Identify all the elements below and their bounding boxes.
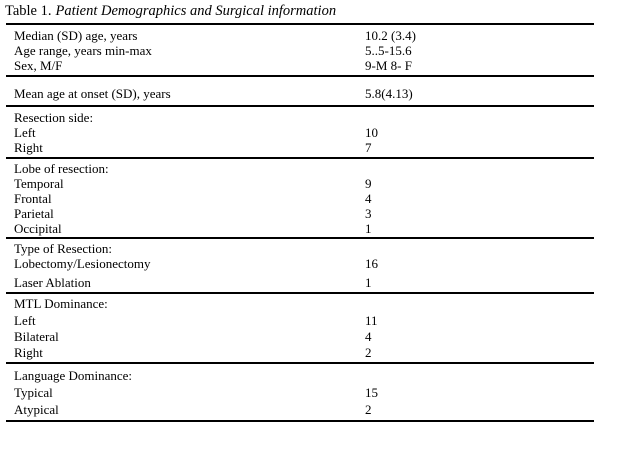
table-title-prefix: Table 1. <box>5 3 52 19</box>
table-row-resection-left: Left 10 <box>6 125 594 140</box>
page: Table 1. Patient Demographics and Surgica… <box>0 3 620 454</box>
row-value: 16 <box>365 256 378 271</box>
row-label: Atypical <box>14 402 59 417</box>
row-label: Language Dominance: <box>14 368 133 383</box>
row-value: 1 <box>365 221 372 236</box>
row-value: 7 <box>365 140 372 155</box>
row-label: Lobe of resection: <box>14 161 109 176</box>
table-row-typical: Typical 15 <box>6 384 594 401</box>
row-value: 15 <box>365 385 378 400</box>
row-label: MTL Dominance: <box>14 296 108 311</box>
row-value: 10 <box>365 125 378 140</box>
row-label: Sex, M/F <box>14 58 63 73</box>
section-mtl-dominance: MTL Dominance: Left 11 Bilateral 4 Right… <box>6 294 594 364</box>
row-label: Mean age at onset (SD), years <box>14 86 171 101</box>
table-row-type-header: Type of Resection: <box>6 241 594 256</box>
table-row-mtl-right: Right 2 <box>6 345 594 361</box>
section-age-at-onset: Mean age at onset (SD), years 5.8(4.13) <box>6 77 594 107</box>
row-label: Type of Resection: <box>14 241 113 256</box>
section-lobe-of-resection: Lobe of resection: Temporal 9 Frontal 4 … <box>6 159 594 239</box>
table-row-age-range: Age range, years min-max 5..5-15.6 <box>6 43 594 58</box>
section-language-dominance: Language Dominance: Typical 15 Atypical … <box>6 364 594 422</box>
table-title-italic: Patient Demographics and Surgical inform… <box>55 3 337 19</box>
table-row-atypical: Atypical 2 <box>6 401 594 418</box>
table-row-mean-age-onset: Mean age at onset (SD), years 5.8(4.13) <box>6 86 594 101</box>
table-row-frontal: Frontal 4 <box>6 191 594 206</box>
table-row-language-header: Language Dominance: <box>6 367 594 384</box>
demographics-table: Median (SD) age, years 10.2 (3.4) Age ra… <box>6 23 594 422</box>
table-title: Table 1. Patient Demographics and Surgica… <box>5 3 620 23</box>
table-row-median-age: Median (SD) age, years 10.2 (3.4) <box>6 28 594 43</box>
table-row-mtl-left: Left 11 <box>6 313 594 329</box>
section-resection-side: Resection side: Left 10 Right 7 <box>6 107 594 159</box>
table-row-occipital: Occipital 1 <box>6 221 594 236</box>
row-value: 9-M 8- F <box>365 58 412 73</box>
row-value: 3 <box>365 206 372 221</box>
table-row-mtl-header: MTL Dominance: <box>6 296 594 311</box>
table-row-parietal: Parietal 3 <box>6 206 594 221</box>
row-value: 5.8(4.13) <box>365 86 413 101</box>
row-value: 2 <box>365 402 372 417</box>
row-value: 11 <box>365 313 378 328</box>
row-label: Occipital <box>14 221 62 236</box>
row-label: Left <box>14 313 36 328</box>
row-label: Left <box>14 125 36 140</box>
row-label: Bilateral <box>14 329 59 344</box>
section-demographics: Median (SD) age, years 10.2 (3.4) Age ra… <box>6 25 594 77</box>
row-label: Median (SD) age, years <box>14 28 138 43</box>
row-label: Temporal <box>14 176 64 191</box>
table-row-temporal: Temporal 9 <box>6 176 594 191</box>
table-row-lobe-header: Lobe of resection: <box>6 161 594 176</box>
table-row-resection-right: Right 7 <box>6 140 594 155</box>
table-row-laser-ablation: Laser Ablation 1 <box>6 275 594 290</box>
row-label: Age range, years min-max <box>14 43 152 58</box>
row-value: 1 <box>365 275 372 290</box>
row-label: Lobectomy/Lesionectomy <box>14 256 151 271</box>
row-label: Right <box>14 140 43 155</box>
row-label: Laser Ablation <box>14 275 91 290</box>
row-value: 5..5-15.6 <box>365 43 412 58</box>
row-label: Frontal <box>14 191 52 206</box>
table-row-mtl-bilateral: Bilateral 4 <box>6 329 594 345</box>
row-value: 4 <box>365 191 372 206</box>
row-value: 10.2 (3.4) <box>365 28 416 43</box>
row-label: Right <box>14 345 43 360</box>
table-row-sex: Sex, M/F 9-M 8- F <box>6 58 594 73</box>
row-value: 2 <box>365 345 372 360</box>
table-row-lobectomy: Lobectomy/Lesionectomy 16 <box>6 256 594 271</box>
row-label: Resection side: <box>14 110 94 125</box>
row-value: 9 <box>365 176 372 191</box>
row-label: Parietal <box>14 206 54 221</box>
table-row-resection-side-header: Resection side: <box>6 110 594 125</box>
row-label: Typical <box>14 385 53 400</box>
section-type-of-resection: Type of Resection: Lobectomy/Lesionectom… <box>6 239 594 294</box>
row-value: 4 <box>365 329 372 344</box>
